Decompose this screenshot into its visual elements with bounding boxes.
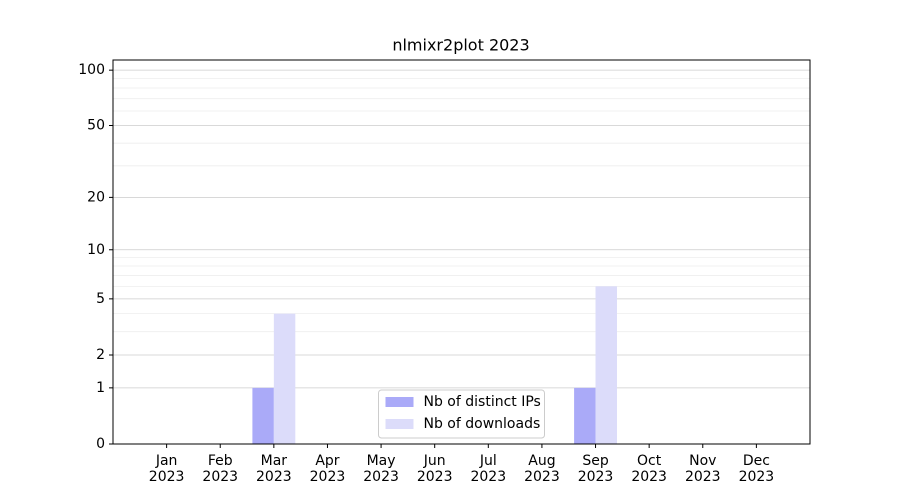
- legend-box: [378, 389, 545, 439]
- y-tick-label: 100: [78, 62, 105, 78]
- y-tick-label: 10: [87, 242, 105, 258]
- legend-label: Nb of downloads: [424, 416, 541, 432]
- x-tick-label: Nov 2023: [685, 453, 721, 485]
- legend-swatch: [385, 397, 414, 407]
- x-tick-label: Feb 2023: [202, 453, 238, 485]
- x-tick-label: Oct 2023: [631, 453, 667, 485]
- bar: [595, 286, 617, 444]
- y-tick-label: 50: [87, 118, 105, 134]
- y-tick-label: 2: [96, 347, 105, 363]
- x-tick-label: May 2023: [363, 453, 399, 485]
- x-tick-label: Jul 2023: [470, 453, 506, 485]
- legend-swatch: [385, 419, 414, 429]
- y-tick-label: 5: [96, 291, 105, 307]
- x-tick-label: Dec 2023: [739, 453, 775, 485]
- x-tick-label: Aug 2023: [524, 453, 560, 485]
- x-tick-label: Apr 2023: [310, 453, 346, 485]
- x-tick-label: Jan 2023: [149, 453, 185, 485]
- legend: Nb of distinct IPs Nb of downloads: [378, 389, 545, 439]
- x-tick-label: Sep 2023: [578, 453, 614, 485]
- bar: [252, 387, 274, 444]
- bar: [574, 387, 596, 444]
- legend-label: Nb of distinct IPs: [424, 394, 541, 410]
- x-tick-label: Mar 2023: [256, 453, 292, 485]
- x-tick-label: Jun 2023: [417, 453, 453, 485]
- y-tick-label: 20: [87, 189, 105, 205]
- y-tick-label: 1: [96, 380, 105, 396]
- plot-frame: [112, 59, 811, 445]
- bar: [273, 313, 296, 444]
- chart-title: nlmixr2plot 2023: [392, 36, 529, 55]
- y-tick-label: 0: [96, 436, 105, 452]
